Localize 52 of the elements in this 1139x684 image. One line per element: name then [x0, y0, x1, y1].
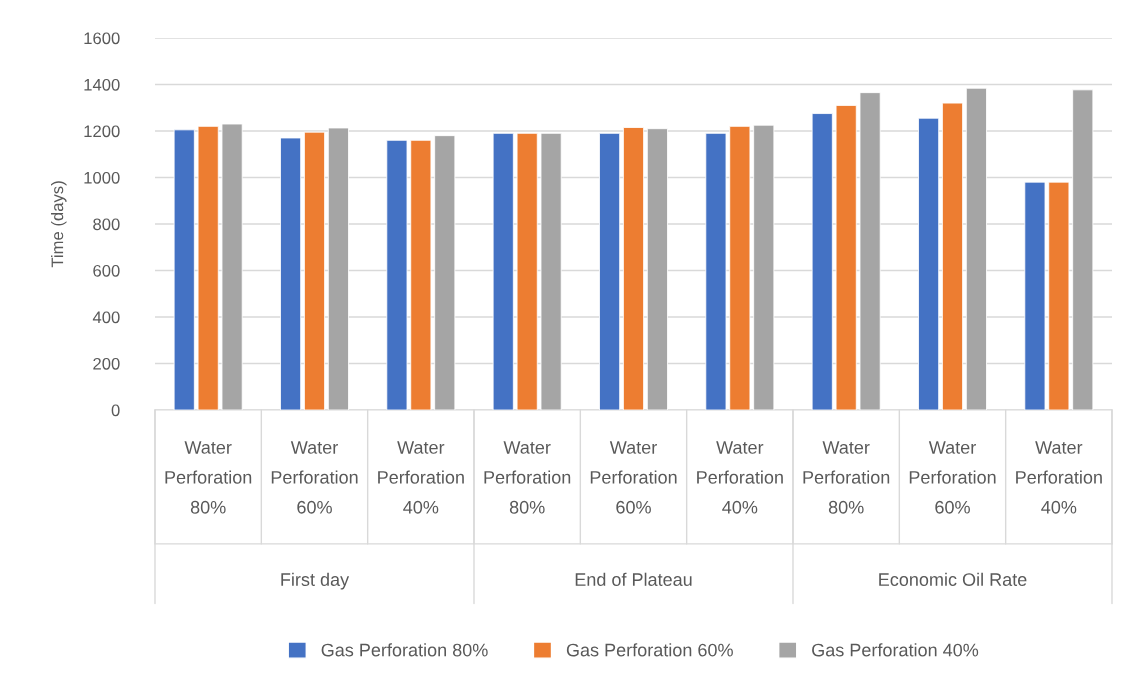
text: Economic Oil Rate: [879, 572, 1027, 586]
y-tick-label: 1200: [84, 125, 120, 138]
bar: [221, 123, 243, 410]
legend-label: Gas Perforation 40%: [812, 643, 979, 657]
bar: [835, 105, 857, 410]
x-tick-label: Water Perforation 60%: [909, 441, 996, 514]
y-tick-label: 400: [92, 311, 120, 324]
bar: [859, 92, 881, 410]
bar: [386, 139, 408, 410]
y-tick-label: 200: [93, 357, 120, 370]
legend-label: Gas Perforation 60%: [566, 643, 733, 657]
x-tick-label: Water Perforation 40%: [1016, 441, 1102, 514]
bar: [646, 128, 668, 410]
bar: [540, 132, 562, 410]
text: First day: [281, 572, 350, 590]
bar: [492, 132, 514, 410]
y-tick-label: 600: [93, 264, 120, 277]
bar: [811, 113, 833, 410]
y-tick-label: 1400: [84, 78, 120, 91]
x-tick-label: Water Perforation 60%: [590, 441, 677, 514]
bar: [705, 132, 727, 410]
y-tick-label: 800: [93, 218, 120, 231]
bar: [918, 117, 940, 410]
x-tick-label: Water Perforation 80%: [803, 441, 890, 514]
x-tick-label: Water Perforation 40%: [378, 441, 464, 514]
bar: [941, 102, 964, 410]
bar: [1048, 181, 1070, 410]
bar: [197, 125, 219, 410]
bar: [729, 125, 751, 410]
y-axis-title: Time (days): [51, 181, 67, 268]
bar: [516, 132, 538, 410]
y-tick-label: 1600: [84, 32, 120, 45]
bar: [410, 139, 432, 410]
x-tick-label: Water Perforation 80%: [484, 441, 571, 514]
bar: [280, 137, 302, 410]
bar: [599, 132, 621, 410]
bar: [965, 87, 987, 410]
bar: [1024, 181, 1046, 410]
bar: [434, 135, 456, 410]
bar: [753, 124, 775, 410]
bar: [327, 127, 349, 410]
bar: [1072, 89, 1094, 410]
x-tick-label: Water Perforation 80%: [165, 441, 252, 514]
legend-label: Gas Perforation 80%: [321, 643, 488, 657]
x-tick-label: Water Perforation 40%: [697, 441, 783, 514]
bar: [173, 129, 195, 410]
y-tick-label: 0: [111, 404, 120, 417]
bar: [622, 127, 645, 410]
text: End of Plateau: [575, 572, 692, 586]
x-tick-label: Water Perforation 60%: [271, 441, 358, 514]
y-tick-label: 1000: [84, 171, 120, 184]
bar: [303, 131, 326, 410]
